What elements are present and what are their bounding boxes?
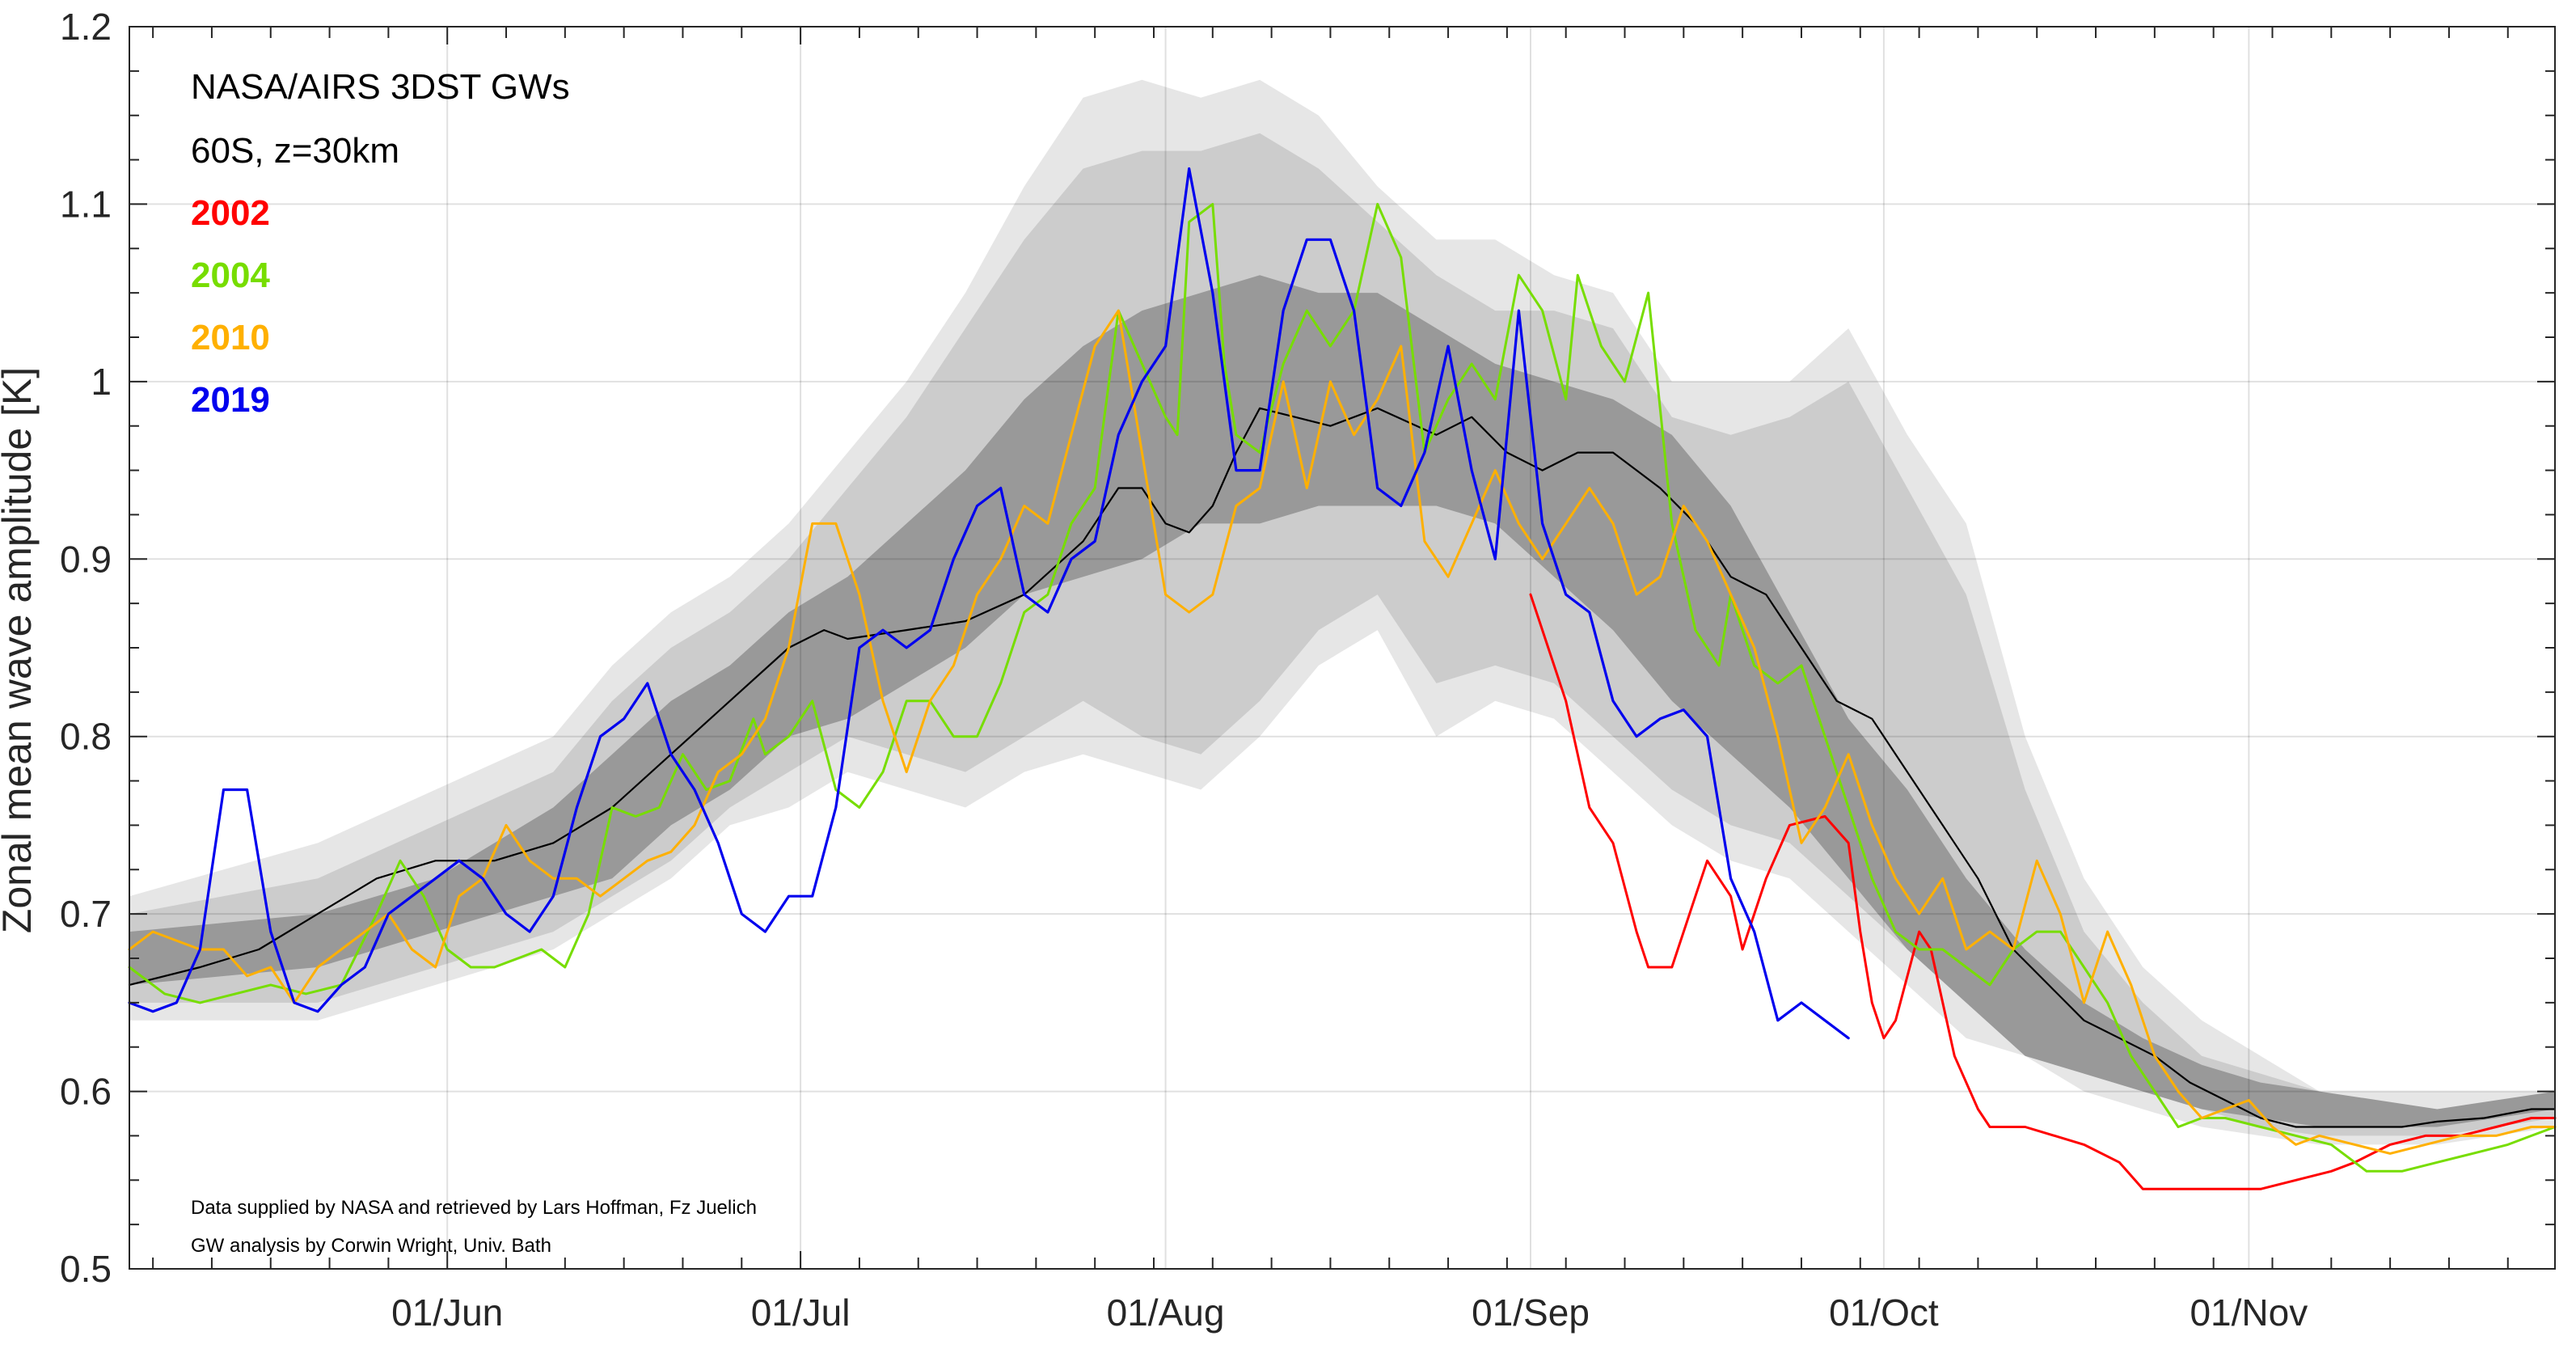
series-line-2004 — [128, 202, 2557, 1173]
y-tick-label: 1.1 — [60, 183, 112, 225]
y-tick-label: 0.5 — [60, 1248, 112, 1290]
x-tick-label: 01/Jun — [391, 1291, 503, 1334]
legend-2002: 2002 — [191, 193, 270, 233]
y-tick-label: 0.9 — [60, 538, 112, 580]
y-tick-label: 0.6 — [60, 1071, 112, 1113]
annotation-location: 60S, z=30km — [191, 131, 399, 171]
y-axis-label: Zonal mean wave amplitude [K] — [0, 367, 40, 933]
x-tick-label: 01/Oct — [1829, 1291, 1939, 1334]
credit-data: Data supplied by NASA and retrieved by L… — [191, 1197, 757, 1219]
x-tick-label: 01/Jul — [751, 1291, 851, 1334]
credit-analysis: GW analysis by Corwin Wright, Univ. Bath — [191, 1235, 551, 1257]
y-tick-label: 0.8 — [60, 716, 112, 758]
legend-2010: 2010 — [191, 318, 270, 357]
y-tick-label: 0.7 — [60, 893, 112, 935]
y-tick-label: 1.2 — [60, 6, 112, 48]
data-series — [128, 167, 2557, 1190]
series-line-climatology-mean — [128, 407, 2557, 1128]
series-line-2019 — [128, 167, 1850, 1040]
x-tick-label: 01/Sep — [1472, 1291, 1590, 1334]
x-tick-label: 01/Nov — [2190, 1291, 2308, 1334]
axes — [129, 26, 2556, 1270]
annotation-title: NASA/AIRS 3DST GWs — [191, 67, 570, 107]
series-line-2010 — [128, 309, 2557, 1155]
percentile-bands — [129, 79, 2555, 1145]
band-2 — [129, 275, 2555, 1127]
x-tick-label: 01/Aug — [1107, 1291, 1225, 1334]
y-tick-label: 1 — [91, 361, 112, 403]
series-line-2002 — [1529, 593, 2557, 1190]
x-tick-labels: 01/Jun 01/Jul 01/Aug 01/Sep 01/Oct 01/Nov — [391, 1291, 2308, 1334]
legend-2019: 2019 — [191, 380, 270, 420]
legend-2004: 2004 — [191, 256, 270, 295]
y-tick-labels: 0.5 0.6 0.7 0.8 0.9 1 1.1 1.2 — [60, 6, 112, 1290]
